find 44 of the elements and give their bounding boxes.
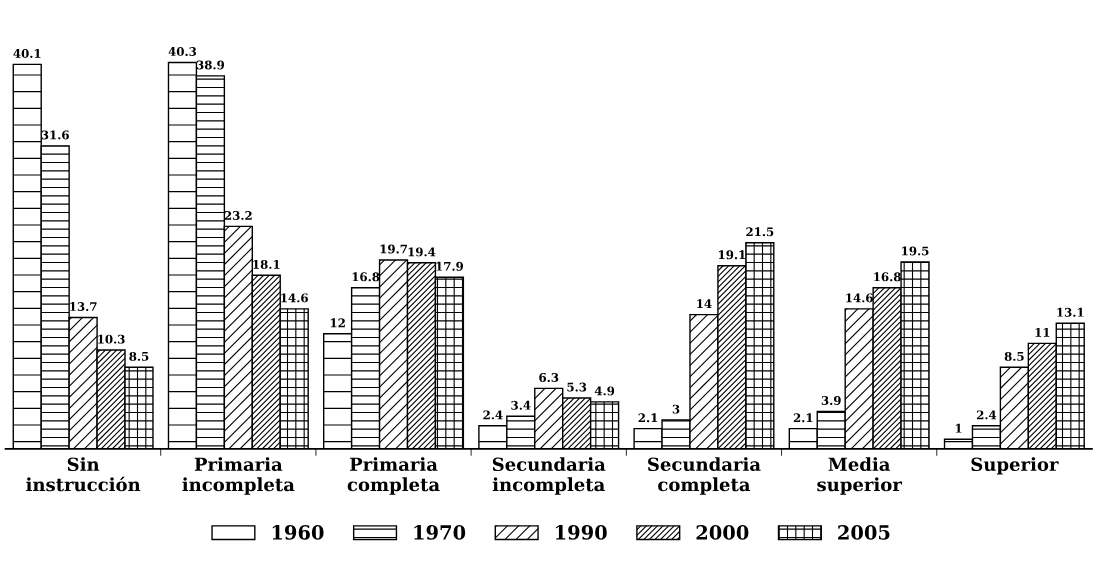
x-tick-label: Superior [971,457,1059,475]
data-label: 17.9 [436,261,464,271]
data-label: 23.2 [224,211,252,220]
data-label: 19.7 [380,244,407,254]
x-tick-label: Sin instrucción [26,457,141,492]
data-label: 21.5 [746,227,774,237]
data-label: 4.9 [594,386,615,396]
data-label: 14 [697,299,712,308]
legend-label: 1960 [272,525,324,540]
data-label: 8.5 [129,351,149,361]
data-label: 3 [672,404,680,414]
data-label: 2.1 [638,413,658,423]
x-tick-label: Media superior [817,457,903,495]
data-label: 1 [955,423,962,433]
legend-label: 1970 [414,525,466,540]
data-label: 3.9 [821,396,841,405]
x-tick-label: Primaria completa [347,457,440,495]
data-label: 13.1 [1057,307,1084,317]
data-label: 8.5 [1004,351,1024,361]
data-label: 2.4 [976,410,997,420]
data-label: 40.1 [13,48,41,58]
data-label: 18.1 [253,259,280,269]
data-label: 19.5 [902,246,929,256]
legend-label: 1990 [555,525,607,540]
x-tick-label: Secundaria incompleta [492,457,606,495]
x-tick-label: Secundaria completa [648,457,761,495]
data-label: 3.4 [511,400,531,410]
legend-label: 2000 [696,525,749,540]
data-label: 19.1 [718,250,746,260]
data-label: 5.3 [567,382,587,392]
data-label: 10.3 [98,334,125,344]
x-tick-label: Primaria incompleta [182,457,295,495]
data-label: 19.4 [408,247,436,257]
data-label: 2.4 [483,410,503,420]
legend-label: 2005 [838,525,890,540]
data-label: 40.3 [168,47,197,56]
data-label: 16.8 [352,272,380,282]
data-label: 12 [330,318,345,328]
data-label: 2.1 [793,413,813,423]
data-label: 14.6 [281,293,308,303]
data-label: 13.7 [70,302,97,312]
data-label: 11 [1035,327,1050,337]
data-label: 38.9 [196,60,225,70]
data-label: 6.3 [539,373,559,382]
